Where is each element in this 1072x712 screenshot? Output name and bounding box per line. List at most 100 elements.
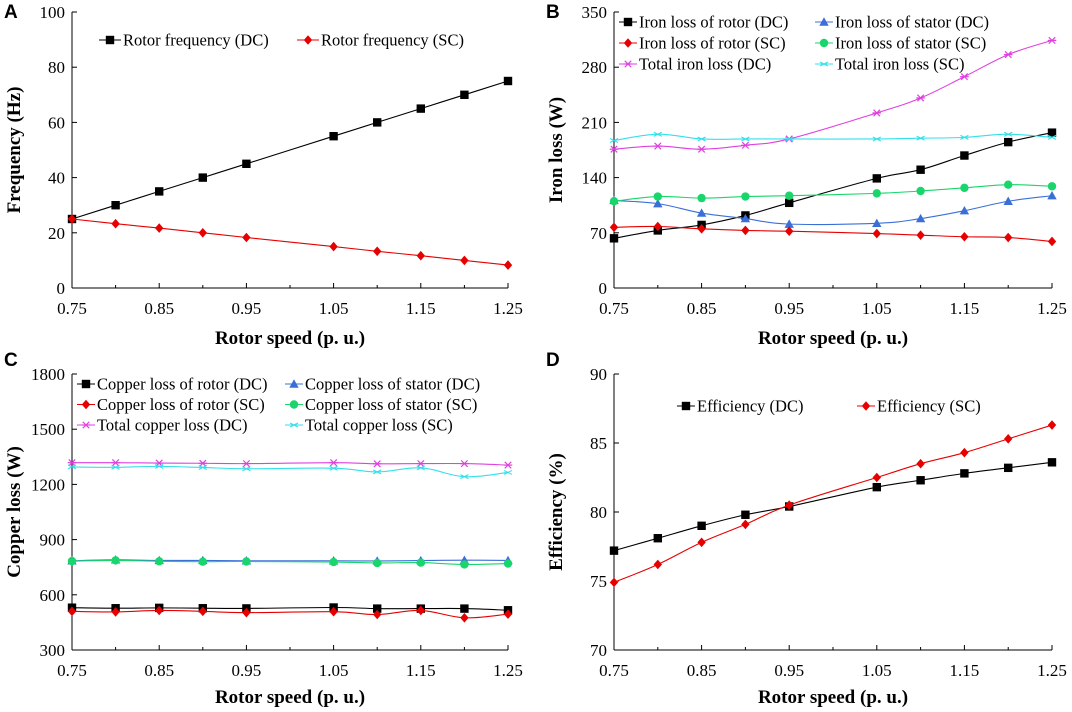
data-point — [1047, 458, 1057, 467]
series-line — [613, 133, 1053, 142]
data-point — [329, 557, 338, 567]
data-point — [609, 138, 619, 144]
data-point — [653, 221, 662, 232]
series-iron-loss-of-stator-sc — [609, 180, 1057, 206]
legend-item: Rotor frequency (SC) — [297, 31, 464, 50]
legend-label: Copper loss of rotor (SC) — [97, 395, 265, 414]
data-point — [872, 482, 881, 492]
data-point — [373, 558, 382, 568]
data-point — [373, 609, 382, 620]
data-point — [1047, 134, 1057, 140]
data-point — [916, 94, 925, 102]
legend-marker — [81, 421, 91, 429]
legend-label: Efficiency (SC) — [877, 397, 981, 416]
data-point — [916, 458, 925, 469]
data-point — [872, 228, 881, 239]
data-point — [609, 222, 619, 233]
y-tick-label: 70 — [590, 641, 607, 660]
x-tick-label: 1.15 — [950, 299, 980, 318]
data-point — [111, 607, 120, 617]
data-point — [329, 132, 338, 141]
legend-marker — [303, 35, 313, 45]
y-tick-label: 0 — [599, 279, 608, 298]
panel-letter: A — [4, 2, 18, 23]
data-point — [960, 469, 969, 478]
y-tick-label: 40 — [48, 169, 65, 188]
series-iron-loss-of-rotor-sc — [609, 221, 1057, 247]
data-point — [740, 213, 751, 223]
legend-item: Copper loss of stator (SC) — [285, 395, 477, 414]
data-point — [503, 559, 513, 568]
data-point — [329, 459, 338, 467]
data-point — [959, 206, 970, 215]
data-point — [697, 136, 706, 142]
x-tick-label: 1.25 — [493, 661, 523, 680]
x-tick-label: 1.25 — [1037, 661, 1067, 680]
x-tick-label: 1.15 — [406, 299, 436, 318]
y-tick-label: 85 — [590, 434, 607, 453]
legend-marker — [81, 399, 91, 410]
data-point — [503, 260, 513, 270]
series-total-copper-loss-sc — [67, 463, 513, 480]
x-tick-label: 0.85 — [144, 299, 174, 318]
x-tick-label: 1.05 — [862, 661, 892, 680]
data-point — [416, 250, 425, 261]
data-point — [329, 241, 338, 252]
x-axis-title: Rotor speed (p. u.) — [758, 687, 908, 708]
data-point — [416, 605, 425, 616]
x-tick-label: 1.25 — [493, 299, 523, 318]
data-point — [785, 198, 794, 208]
data-point — [1003, 196, 1013, 205]
y-tick-label: 75 — [590, 572, 607, 591]
y-tick-label: 20 — [48, 224, 65, 243]
legend-marker — [289, 422, 299, 428]
chart-panel-b: 0 70 140 210 280 350 0.75 0.85 0.95 1.05 1.15 1.25 R… — [546, 2, 1067, 349]
legend-label: Total copper loss (DC) — [97, 416, 248, 435]
legend-label: Iron loss of stator (DC) — [835, 13, 989, 32]
panel-letter: C — [4, 350, 18, 371]
data-point — [67, 606, 77, 617]
data-point — [872, 472, 881, 483]
data-point — [416, 104, 425, 113]
data-point — [155, 605, 164, 616]
legend-label: Copper loss of rotor (DC) — [97, 375, 267, 394]
x-tick-label: 1.05 — [862, 299, 892, 318]
data-point — [1004, 232, 1013, 243]
data-point — [460, 604, 469, 613]
data-point — [653, 192, 662, 201]
legend-label: Rotor frequency (SC) — [321, 31, 464, 50]
legend-marker — [105, 35, 115, 45]
legend-label: Iron loss of stator (SC) — [835, 34, 986, 53]
legend-item: Total copper loss (DC) — [77, 416, 248, 435]
x-tick-label: 0.95 — [232, 661, 262, 680]
legend: Iron loss of rotor (DC) Iron loss of stat… — [619, 13, 989, 74]
y-tick-label: 80 — [48, 58, 65, 77]
legend-marker — [861, 401, 871, 411]
legend-marker — [819, 17, 829, 26]
data-point — [741, 225, 750, 236]
data-point — [697, 145, 706, 153]
series-line — [71, 462, 509, 466]
legend-label: Total iron loss (DC) — [639, 55, 771, 74]
data-point — [960, 183, 969, 193]
x-tick-label: 0.75 — [57, 299, 87, 318]
data-point — [460, 560, 469, 569]
y-axis-title: Iron loss (W) — [546, 97, 567, 203]
x-tick-label: 0.85 — [144, 661, 174, 680]
data-point — [697, 224, 706, 234]
data-point — [503, 469, 513, 475]
data-point — [609, 234, 619, 243]
data-point — [1004, 434, 1013, 444]
data-point — [1003, 50, 1013, 59]
series-line — [613, 225, 1053, 243]
data-point — [1003, 131, 1013, 137]
data-point — [111, 201, 120, 210]
series-line — [613, 184, 1053, 202]
legend-item: Iron loss of stator (DC) — [815, 13, 989, 32]
y-tick-label: 350 — [582, 3, 608, 22]
legend: Copper loss of rotor (DC) Copper loss of … — [77, 375, 480, 435]
data-point — [741, 192, 750, 201]
data-point — [653, 534, 662, 543]
data-point — [785, 500, 794, 510]
